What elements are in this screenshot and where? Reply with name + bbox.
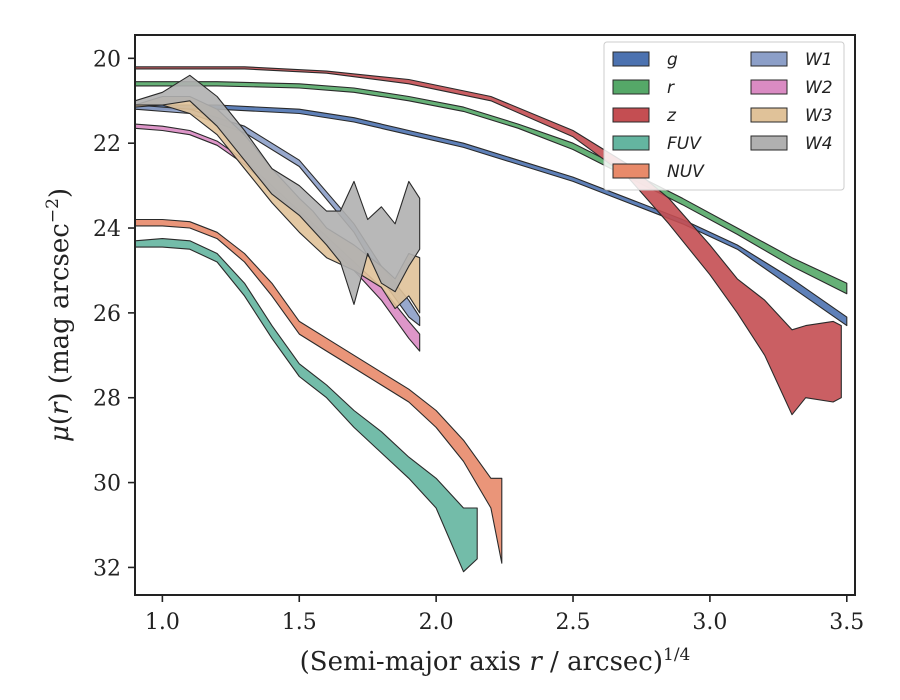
x-tick-label: 3.0 <box>692 610 727 635</box>
legend-label-z: z <box>666 106 677 126</box>
plot-frame <box>134 34 856 596</box>
legend-swatch-z <box>612 107 650 123</box>
band-g <box>134 104 848 327</box>
band-z <box>134 66 842 416</box>
band-fuv <box>134 238 478 573</box>
legend-label-w2: W2 <box>805 78 833 98</box>
legend-label-g: g <box>667 50 678 70</box>
legend-swatch-w2 <box>750 79 788 95</box>
legend-swatch-w3 <box>750 107 788 123</box>
legend-swatch-r <box>612 79 650 95</box>
profile-bands <box>134 66 848 573</box>
y-axis: 20 22 24 26 28 30 32 <box>93 47 135 581</box>
legend-swatch-w4 <box>750 135 788 151</box>
y-tick-label: 26 <box>93 302 121 327</box>
y-tick-label: 32 <box>93 556 121 581</box>
band-r <box>134 81 848 295</box>
x-tick-label: 3.5 <box>829 610 864 635</box>
legend-frame <box>603 41 845 191</box>
x-tick-label: 2.5 <box>556 610 591 635</box>
legend-swatch-fuv <box>612 135 650 151</box>
y-tick-label: 24 <box>93 217 121 242</box>
legend-label-fuv: FUV <box>667 134 702 154</box>
legend-swatch-nuv <box>612 163 650 179</box>
y-tick-label: 22 <box>93 132 121 157</box>
x-tick-label: 1.5 <box>282 610 317 635</box>
legend-label-w1: W1 <box>805 50 833 70</box>
y-tick-label: 30 <box>93 472 121 497</box>
x-axis: 1.0 1.5 2.0 2.5 3.0 3.5 <box>145 595 864 635</box>
x-axis-label: (Semi-major axis r / arcsec)1/4 <box>300 645 691 677</box>
legend-swatch-g <box>612 51 650 67</box>
y-tick-label: 20 <box>93 47 121 72</box>
legend-label-r: r <box>667 78 675 98</box>
legend-label-nuv: NUV <box>667 162 705 182</box>
x-tick-label: 2.0 <box>419 610 454 635</box>
band-w4 <box>134 74 421 305</box>
legend: grz FUV NUV W1 W2 W3 W4 <box>603 41 845 191</box>
y-tick-label: 28 <box>93 387 121 412</box>
band-nuv <box>134 218 503 564</box>
x-tick-label: 1.0 <box>145 610 180 635</box>
legend-label-w4: W4 <box>805 134 833 154</box>
y-axis-label: μ(r) (mag arcsec−2) <box>43 188 75 442</box>
legend-label-w3: W3 <box>805 106 833 126</box>
legend-swatch-w1 <box>750 51 788 67</box>
